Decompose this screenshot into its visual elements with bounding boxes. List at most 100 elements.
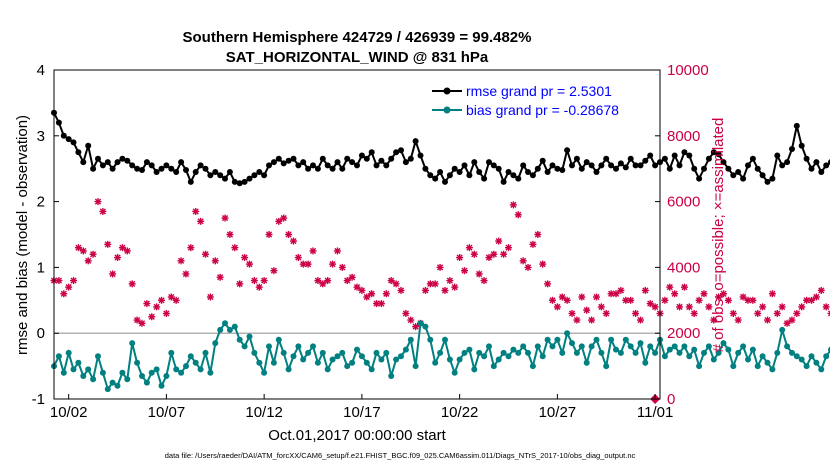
obs-point bbox=[221, 214, 229, 222]
bias-point bbox=[696, 363, 703, 370]
x-tick-label: 10/27 bbox=[539, 404, 577, 421]
obs-point bbox=[578, 293, 586, 301]
bias-point bbox=[637, 340, 644, 347]
obs-point bbox=[167, 293, 175, 301]
bias-point bbox=[608, 336, 615, 343]
rmse-point bbox=[456, 169, 463, 175]
obs-point bbox=[646, 300, 654, 308]
rmse-point bbox=[529, 172, 536, 179]
rmse-point bbox=[217, 172, 224, 179]
bias-point bbox=[368, 366, 375, 373]
rmse-point bbox=[495, 165, 502, 172]
obs-point bbox=[373, 300, 381, 308]
bias-point bbox=[481, 353, 488, 360]
obs-point bbox=[768, 290, 776, 298]
obs-point bbox=[407, 316, 415, 324]
bias-point bbox=[412, 363, 419, 370]
obs-point bbox=[265, 231, 273, 238]
rmse-point bbox=[241, 178, 248, 185]
left-tick-label: 4 bbox=[37, 62, 45, 79]
obs-point bbox=[534, 231, 542, 238]
rmse-point bbox=[652, 162, 659, 169]
bias-point bbox=[80, 373, 87, 379]
bias-point bbox=[573, 349, 580, 356]
obs-point bbox=[788, 316, 796, 324]
obs-point bbox=[148, 313, 156, 321]
rmse-point bbox=[705, 155, 712, 162]
rmse-point bbox=[358, 152, 365, 159]
rmse-point bbox=[231, 178, 238, 185]
bias-point bbox=[451, 369, 458, 376]
bias-point bbox=[295, 343, 302, 350]
rmse-point bbox=[745, 162, 751, 169]
bias-point bbox=[442, 336, 448, 343]
rmse-point bbox=[554, 165, 561, 172]
rmse-point bbox=[749, 155, 756, 162]
obs-point bbox=[592, 293, 600, 301]
rmse-point bbox=[398, 147, 404, 154]
rmse-point bbox=[676, 162, 683, 169]
bias-point bbox=[173, 366, 180, 373]
rmse-point bbox=[691, 165, 698, 172]
obs-point bbox=[368, 290, 376, 298]
obs-point bbox=[705, 303, 713, 311]
bias-point bbox=[388, 373, 395, 379]
obs-point bbox=[138, 319, 146, 327]
obs-point bbox=[304, 260, 312, 268]
bias-point bbox=[730, 363, 737, 370]
obs-point bbox=[461, 267, 469, 275]
bias-point bbox=[226, 326, 233, 333]
obs-point bbox=[632, 309, 640, 317]
rmse-point bbox=[710, 149, 717, 156]
bias-point bbox=[407, 336, 414, 343]
rmse-point bbox=[754, 165, 761, 172]
obs-point bbox=[133, 316, 141, 324]
rmse-point bbox=[422, 165, 429, 172]
chart-title: Southern Hemisphere 424729 / 426939 = 99… bbox=[183, 29, 532, 46]
rmse-point bbox=[818, 169, 825, 175]
bias-point bbox=[358, 353, 365, 360]
obs-point bbox=[197, 217, 205, 225]
rmse-point bbox=[627, 155, 634, 162]
obs-point bbox=[671, 290, 679, 298]
bias-point bbox=[534, 343, 541, 350]
bias-point bbox=[803, 363, 810, 370]
bias-point bbox=[95, 353, 101, 360]
right-tick-label: 0 bbox=[667, 391, 675, 408]
rmse-point bbox=[740, 175, 747, 182]
rmse-point bbox=[148, 162, 155, 169]
bias-point bbox=[314, 359, 321, 366]
rmse-point bbox=[80, 159, 87, 166]
rmse-point bbox=[236, 180, 243, 187]
bias-point bbox=[212, 340, 219, 347]
obs-point bbox=[553, 303, 561, 311]
obs-point bbox=[402, 309, 410, 317]
rmse-point bbox=[65, 136, 72, 143]
rmse-point bbox=[134, 165, 141, 172]
left-axis-ticks: -1 0 1 2 3 4 bbox=[32, 62, 59, 408]
obs-point bbox=[338, 263, 346, 271]
bias-point bbox=[104, 386, 111, 393]
rmse-point bbox=[192, 169, 199, 175]
x-tick-label: 10/22 bbox=[441, 404, 479, 421]
rmse-point bbox=[373, 162, 380, 169]
obs-point bbox=[114, 254, 122, 262]
obs-point bbox=[827, 310, 830, 317]
obs-point bbox=[734, 316, 742, 324]
obs-point bbox=[84, 257, 92, 265]
bias-point bbox=[686, 353, 693, 360]
rmse-point bbox=[60, 132, 67, 139]
rmse-point bbox=[481, 175, 488, 182]
obs-point bbox=[431, 280, 439, 288]
obs-point bbox=[759, 303, 767, 311]
obs-point bbox=[690, 309, 698, 317]
obs-point bbox=[583, 306, 591, 314]
bias-point bbox=[202, 349, 209, 356]
plot-frame bbox=[53, 69, 661, 400]
x-axis-ticks: 10/02 10/07 10/12 10/17 10/22 10/27 11/01 bbox=[50, 394, 673, 421]
rmse-point bbox=[803, 155, 810, 162]
bias-point bbox=[168, 349, 175, 356]
bias-point bbox=[310, 343, 316, 350]
bias-point bbox=[671, 343, 678, 350]
rmse-point bbox=[70, 139, 77, 146]
